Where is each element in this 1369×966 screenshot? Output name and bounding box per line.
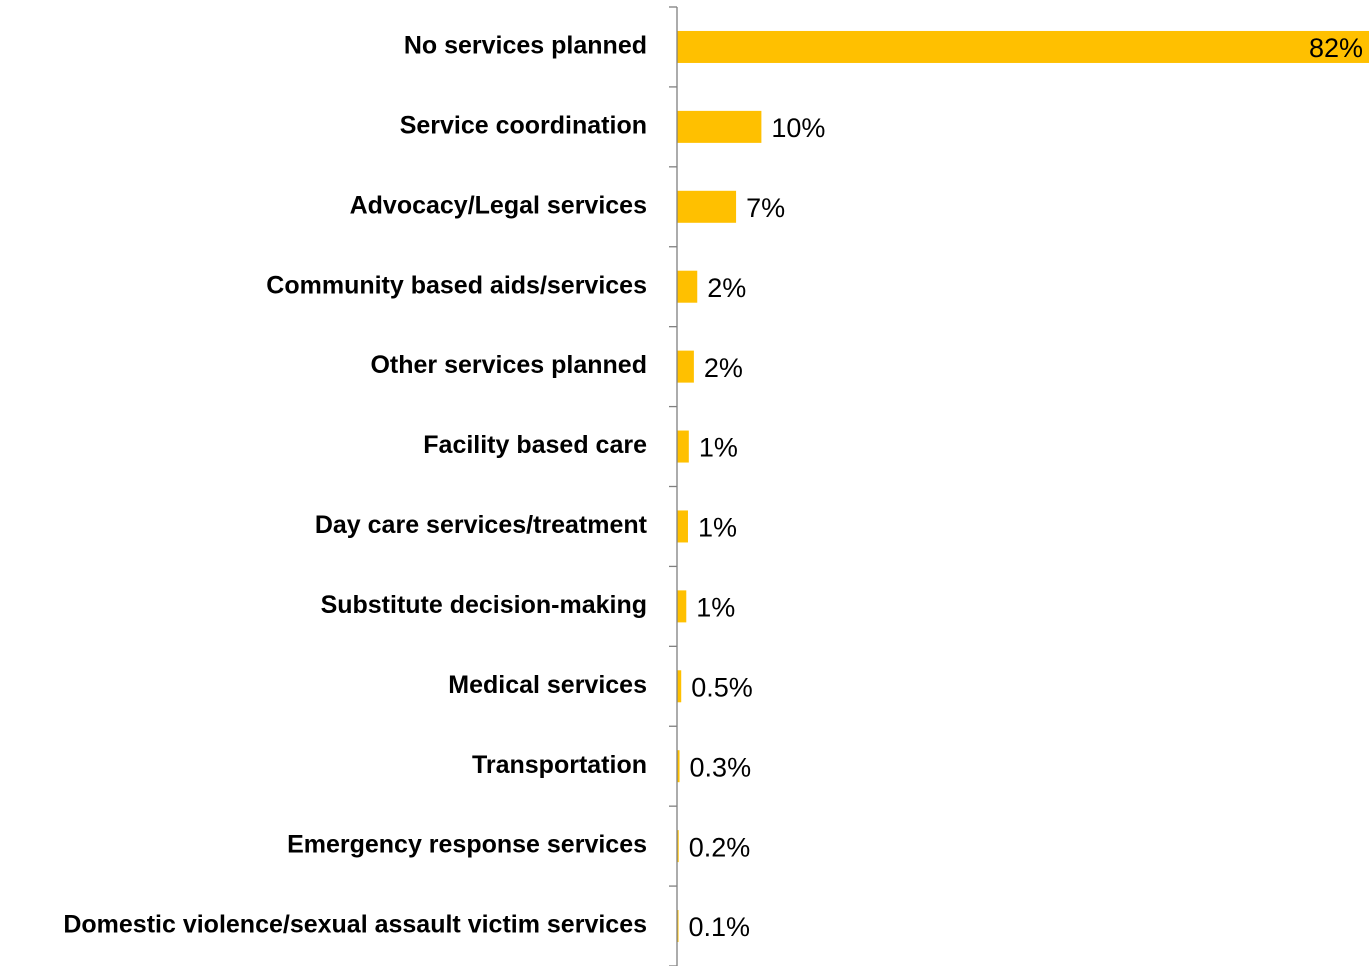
bar	[677, 30, 1369, 63]
bar	[677, 430, 689, 463]
data-label: 10%	[771, 113, 825, 143]
category-label: Medical services	[448, 671, 647, 699]
data-label: 7%	[746, 193, 785, 223]
bar	[677, 830, 679, 863]
category-label: Emergency response services	[287, 831, 647, 859]
data-label: 1%	[696, 593, 735, 623]
bar	[677, 510, 688, 543]
data-label: 1%	[699, 433, 738, 463]
value-labels: 82% 10% 7% 2% 2% 1% 1% 1% 0.5% 0.3% 0.2% 0.1%	[689, 33, 1364, 942]
data-label: 0.1%	[689, 912, 751, 942]
data-label: 0.2%	[689, 832, 751, 862]
bar	[677, 350, 694, 383]
data-label: 1%	[698, 513, 737, 543]
category-label: Community based aids/services	[266, 271, 647, 299]
data-label: 82%	[1309, 33, 1363, 63]
category-label: No services planned	[404, 32, 647, 60]
bar	[677, 270, 698, 303]
data-label: 2%	[707, 273, 746, 303]
category-label: Day care services/treatment	[315, 511, 648, 539]
category-axis	[669, 6, 678, 966]
category-label: Transportation	[472, 751, 647, 779]
bar	[677, 110, 762, 143]
category-label: Substitute decision-making	[321, 591, 647, 619]
data-label: 0.5%	[691, 672, 753, 702]
data-label: 2%	[704, 353, 743, 383]
category-labels: No services planned Service coordination A…	[63, 32, 647, 939]
bar	[677, 590, 687, 623]
bar	[677, 190, 737, 223]
category-label: Service coordination	[400, 111, 647, 139]
bar	[677, 670, 682, 703]
category-label: Advocacy/Legal services	[350, 191, 647, 219]
bar	[677, 910, 679, 943]
category-label: Domestic violence/sexual assault victim …	[63, 911, 647, 939]
category-label: Facility based care	[423, 431, 647, 459]
bar	[677, 750, 680, 783]
data-label: 0.3%	[690, 752, 752, 782]
category-label: Other services planned	[370, 351, 647, 379]
bars	[677, 30, 1369, 943]
